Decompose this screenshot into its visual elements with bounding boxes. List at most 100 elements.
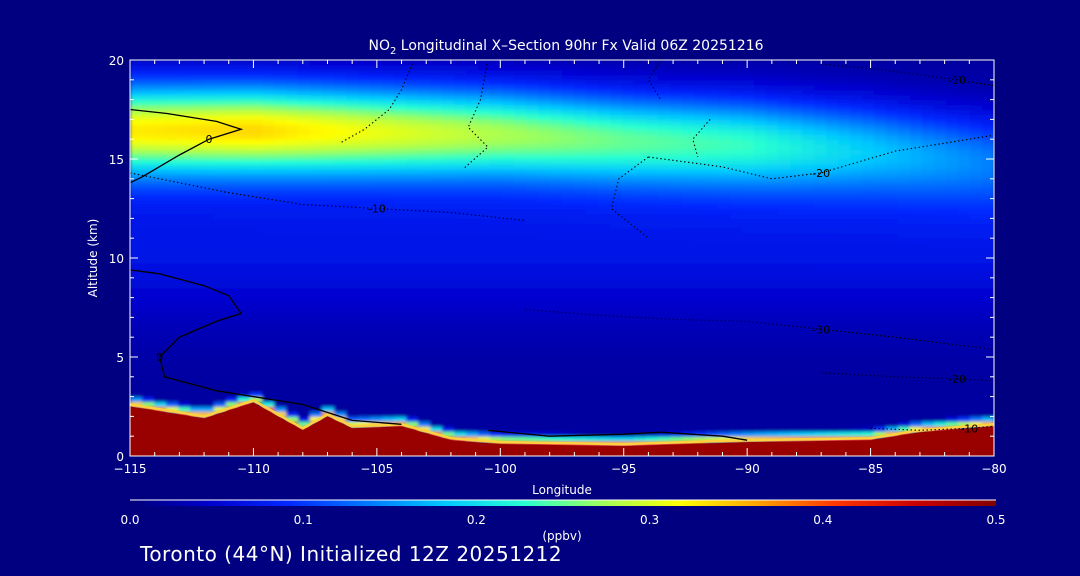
field-cell <box>142 347 155 353</box>
field-cell <box>610 406 623 413</box>
field-cell <box>574 361 587 368</box>
field-cell <box>274 163 287 170</box>
field-cell <box>142 159 155 165</box>
field-cell <box>766 347 779 353</box>
field-cell <box>478 238 491 244</box>
field-cell <box>490 144 503 150</box>
field-cell <box>586 426 599 432</box>
field-cell <box>490 307 503 314</box>
field-cell <box>130 218 143 224</box>
field-cell <box>694 74 707 81</box>
field-cell <box>754 218 767 224</box>
field-cell <box>394 262 407 269</box>
field-cell <box>862 322 875 328</box>
field-cell <box>478 188 491 195</box>
field-cell <box>274 302 287 309</box>
field-cell <box>766 208 779 215</box>
field-cell <box>598 416 611 422</box>
field-cell <box>718 233 731 239</box>
field-cell <box>802 287 815 294</box>
field-cell <box>742 337 755 343</box>
field-cell <box>754 431 767 437</box>
field-cell <box>274 366 287 373</box>
field-cell <box>238 307 251 314</box>
field-cell <box>370 168 383 175</box>
field-cell <box>394 406 407 413</box>
field-cell <box>634 144 647 150</box>
field-cell <box>394 357 407 363</box>
field-cell <box>550 218 563 224</box>
field-cell <box>214 94 227 101</box>
field-cell <box>694 411 707 417</box>
field-cell <box>178 381 191 388</box>
field-cell <box>718 223 731 229</box>
field-cell <box>406 159 419 165</box>
field-cell <box>814 213 827 219</box>
field-cell <box>406 89 419 96</box>
field-cell <box>394 173 407 180</box>
field-cell <box>394 208 407 215</box>
field-cell <box>598 134 611 140</box>
field-cell <box>250 144 263 150</box>
field-cell <box>610 74 623 81</box>
field-cell <box>694 208 707 215</box>
field-cell <box>130 352 143 358</box>
field-cell <box>538 134 551 140</box>
field-cell <box>490 64 503 71</box>
field-cell <box>622 104 635 111</box>
field-cell <box>586 84 599 91</box>
field-cell <box>490 69 503 76</box>
field-cell <box>814 223 827 229</box>
field-cell <box>418 203 431 210</box>
field-cell <box>514 322 527 328</box>
field-cell <box>334 74 347 81</box>
field-cell <box>718 183 731 190</box>
field-cell <box>778 89 791 96</box>
field-cell <box>430 371 443 378</box>
field-cell <box>550 109 563 116</box>
field-cell <box>202 144 215 150</box>
field-cell <box>514 89 527 96</box>
field-cell <box>178 114 191 120</box>
field-cell <box>298 163 311 170</box>
field-cell <box>262 287 275 294</box>
field-cell <box>274 208 287 215</box>
field-cell <box>466 223 479 229</box>
field-cell <box>778 312 791 318</box>
field-cell <box>802 342 815 348</box>
field-cell <box>574 198 587 205</box>
field-cell <box>766 163 779 170</box>
field-cell <box>718 396 731 403</box>
field-cell <box>646 60 659 66</box>
field-cell <box>814 282 827 289</box>
field-cell <box>130 243 143 249</box>
field-cell <box>178 267 191 274</box>
field-cell <box>490 386 503 393</box>
field-cell <box>322 371 335 378</box>
field-cell <box>358 243 371 249</box>
field-cell <box>454 233 467 239</box>
field-cell <box>406 99 419 106</box>
field-cell <box>622 366 635 373</box>
field-cell <box>358 69 371 76</box>
field-cell <box>274 188 287 195</box>
field-cell <box>358 119 371 125</box>
field-cell <box>310 60 323 66</box>
field-cell <box>634 426 647 432</box>
field-cell <box>562 183 575 190</box>
field-cell <box>526 203 539 210</box>
field-cell <box>418 426 431 432</box>
field-cell <box>850 154 863 160</box>
field-cell <box>382 223 395 229</box>
field-cell <box>766 302 779 309</box>
field-cell <box>202 183 215 190</box>
field-cell <box>862 401 875 408</box>
field-cell <box>562 406 575 413</box>
field-cell <box>646 79 659 86</box>
field-cell <box>550 104 563 111</box>
field-cell <box>442 208 455 215</box>
field-cell <box>838 381 851 388</box>
field-cell <box>742 352 755 358</box>
field-cell <box>742 426 755 432</box>
field-cell <box>610 282 623 289</box>
